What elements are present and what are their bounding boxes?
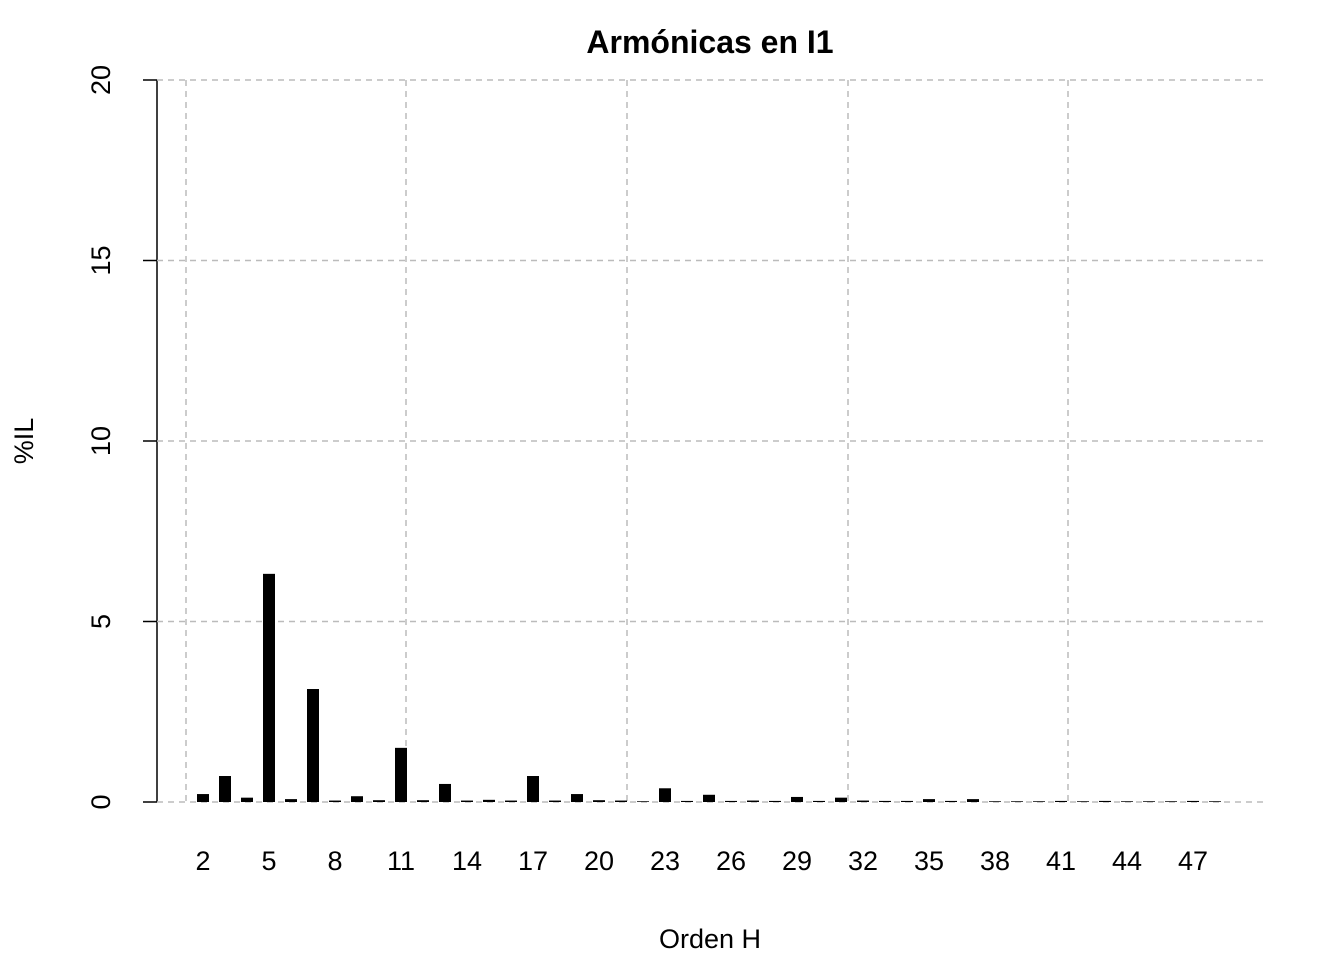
x-tick-label: 23 [650,846,680,876]
y-tick-label: 20 [86,65,116,95]
bar [703,794,715,802]
bar [747,800,759,802]
bar [417,800,429,802]
x-tick-label: 11 [387,846,415,876]
bar [1165,801,1177,802]
x-tick-label: 26 [716,846,746,876]
x-tick-label: 2 [195,846,210,876]
bar [527,776,539,802]
x-tick-label: 20 [584,846,614,876]
x-tick-label: 41 [1046,846,1076,876]
x-tick-label: 35 [914,846,944,876]
bar [725,800,737,802]
bar [593,800,605,802]
bar [241,797,253,802]
bar [813,800,825,802]
bar [615,800,627,802]
bar [285,799,297,802]
bar [879,800,891,802]
bar [505,800,517,802]
bar [835,797,847,802]
bar [307,689,319,802]
bar [857,800,869,802]
x-tick-label: 44 [1112,846,1142,876]
bar [967,799,979,802]
y-tick-label: 0 [86,794,116,809]
bar [483,799,495,802]
bar [1055,800,1067,802]
x-tick-label: 14 [452,846,482,876]
x-tick-label: 17 [518,846,548,876]
bar [1121,801,1133,802]
bar [1011,801,1023,802]
x-axis-label: Orden H [659,924,761,954]
x-tick-label: 47 [1178,846,1208,876]
bar [197,794,209,802]
x-tick-label: 32 [848,846,878,876]
x-tick-label: 38 [980,846,1010,876]
bar [901,800,913,802]
bar [571,794,583,802]
bar [461,800,473,802]
bar [989,801,1001,802]
bar [1143,801,1155,802]
bar [681,800,693,802]
bar [1033,801,1045,802]
chart-title: Armónicas en I1 [586,24,833,60]
bar [1099,800,1111,802]
bar [549,800,561,802]
y-tick-label: 5 [86,614,116,629]
y-tick-label: 10 [86,426,116,456]
bar [659,788,671,802]
bar [351,796,363,802]
bar [373,800,385,802]
bar [923,799,935,802]
bar [1187,800,1199,802]
bar [263,573,275,802]
bar [945,800,957,802]
y-tick-label: 15 [86,245,116,275]
bar [769,800,781,802]
bar [439,783,451,802]
bar [329,800,341,802]
x-tick-label: 5 [261,846,276,876]
x-tick-label: 8 [327,846,342,876]
bar [791,796,803,802]
bar [1077,801,1089,802]
bar [637,801,649,802]
y-axis-label: %IL [9,418,39,465]
bar [395,747,407,802]
bar [219,776,231,802]
x-tick-label: 29 [782,846,812,876]
bar [1209,801,1221,802]
